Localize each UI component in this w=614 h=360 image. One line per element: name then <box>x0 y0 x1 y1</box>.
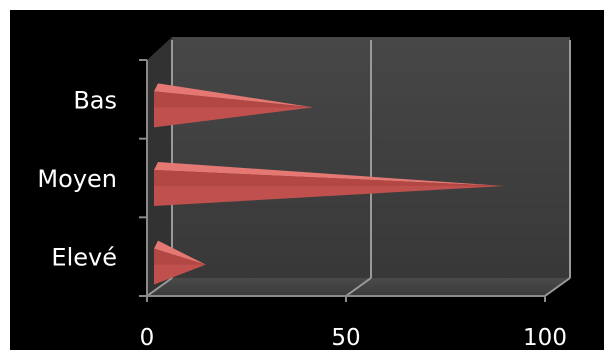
x-tick-label: 50 <box>331 325 360 351</box>
bar-cone-top <box>154 240 206 265</box>
category-label: Bas <box>73 86 117 114</box>
bar-cone-shade <box>154 248 206 265</box>
gridline-floor <box>544 277 571 297</box>
bar-0 <box>154 83 314 128</box>
bar-cone-shade <box>154 170 505 186</box>
bar-cone-top <box>154 83 314 108</box>
category-label: Elevé <box>51 244 117 272</box>
x-tick-labels: 0 50 100 <box>140 325 567 351</box>
x-tick-label: 0 <box>140 325 155 351</box>
bar-cone-shade <box>154 91 314 108</box>
gridlines <box>146 40 571 297</box>
gridline-floor <box>345 277 372 297</box>
category-label: Moyen <box>37 165 117 193</box>
bar-2 <box>154 240 206 285</box>
gridline-floor <box>146 277 173 297</box>
bars <box>154 83 505 285</box>
x-tick-label: 100 <box>523 325 567 351</box>
axes <box>139 59 546 302</box>
category-labels: Bas Moyen Elevé <box>37 86 117 271</box>
bar-cone-top <box>154 162 505 186</box>
bar-1 <box>154 162 505 206</box>
